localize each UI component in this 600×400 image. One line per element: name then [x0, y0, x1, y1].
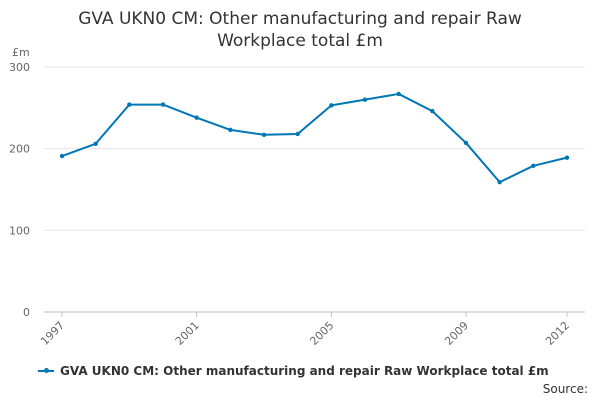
- source-label: Source:: [542, 382, 588, 396]
- gridlines: [44, 66, 585, 231]
- data-point-2009: [463, 140, 469, 146]
- x-tick-label-2009: 2009: [442, 319, 471, 348]
- data-point-2001: [194, 115, 199, 120]
- chart-title: GVA UKN0 CM: Other manufacturing and rep…: [0, 8, 600, 52]
- x-tick-label-2012: 2012: [543, 319, 572, 348]
- chart-title-line-1: GVA UKN0 CM: Other manufacturing and rep…: [78, 9, 522, 29]
- y-tick-labels: 0 100 200 300: [9, 61, 30, 319]
- y-tick-label-200: 200: [9, 143, 30, 156]
- y-tick-label-100: 100: [9, 224, 30, 237]
- data-point-2010: [497, 179, 502, 185]
- data-point-2004: [295, 131, 300, 137]
- data-point-2011: [531, 163, 536, 169]
- data-point-1999: [127, 102, 132, 107]
- x-tick-label-2001: 2001: [173, 319, 202, 348]
- chart-title-line-2: Workplace total £m: [217, 31, 383, 51]
- data-point-2000: [160, 102, 166, 107]
- y-axis-unit-label: £m: [12, 46, 30, 59]
- x-tick-label-1997: 1997: [38, 319, 67, 348]
- data-point-2007: [396, 91, 401, 97]
- data-point-2003: [261, 132, 267, 137]
- data-point-1998: [93, 141, 98, 146]
- data-point-2002: [228, 127, 233, 133]
- axes: [44, 311, 585, 317]
- legend[interactable]: GVA UKN0 CM: Other manufacturing and rep…: [38, 364, 549, 378]
- y-tick-label-0: 0: [23, 306, 30, 319]
- data-point-2008: [430, 108, 435, 114]
- data-point-2006: [362, 97, 368, 102]
- x-tick-labels: 1997 2001 2005 2009 2012: [38, 319, 572, 348]
- data-point-1997: [59, 153, 65, 159]
- y-tick-label-300: 300: [9, 61, 30, 74]
- legend-line-marker-icon: [38, 366, 54, 376]
- data-point-2005: [329, 103, 334, 108]
- legend-label: GVA UKN0 CM: Other manufacturing and rep…: [60, 364, 549, 378]
- series-line-0: [61, 92, 568, 184]
- series: [59, 91, 570, 185]
- data-point-2012: [564, 155, 570, 160]
- x-tick-label-2005: 2005: [307, 319, 336, 348]
